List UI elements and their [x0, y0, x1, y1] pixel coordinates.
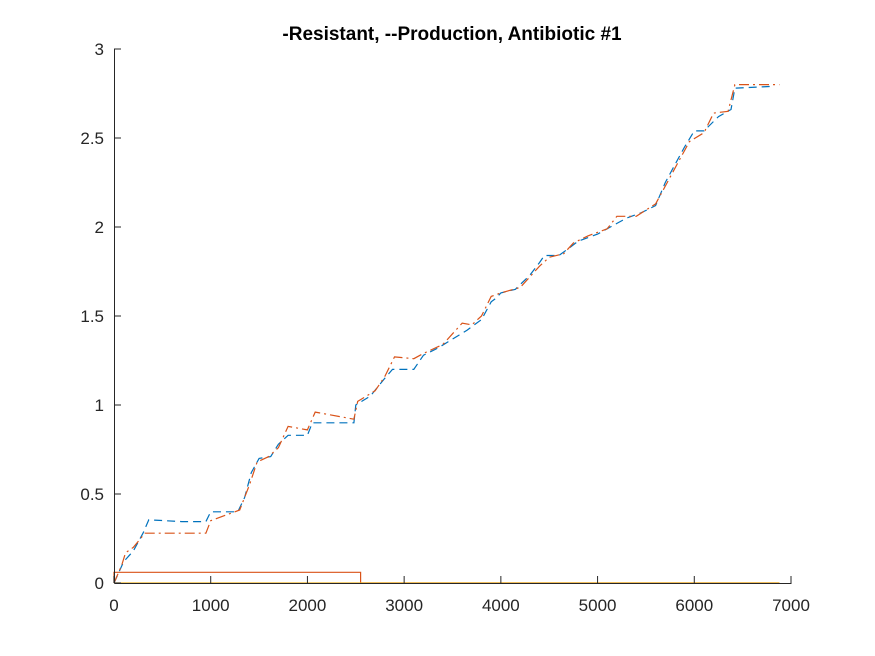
series-line-1	[113, 85, 772, 584]
y-axis-ticks: 0 0.5 1 1.5 2 2.5 3	[80, 40, 121, 593]
x-tick-label: 1000	[192, 596, 230, 615]
x-tick-label: 2000	[289, 596, 327, 615]
x-tick-label: 7000	[772, 596, 810, 615]
plot-series-group	[113, 84, 780, 584]
y-tick-label: 2	[95, 218, 104, 237]
x-tick-label: 3000	[385, 596, 423, 615]
x-tick-label: 5000	[579, 596, 617, 615]
x-tick-label: 4000	[482, 596, 520, 615]
x-tick-label: 0	[109, 596, 118, 615]
series-line-2	[113, 84, 780, 584]
x-tick-label: 6000	[675, 596, 713, 615]
y-tick-label: 0	[95, 574, 104, 593]
chart-title: -Resistant, --Production, Antibiotic #1	[282, 24, 622, 45]
x-axis-ticks: 0 1000 2000 3000 4000 5000 6000 7000	[109, 576, 810, 615]
y-tick-label: 3	[95, 40, 104, 59]
y-tick-label: 1	[95, 396, 104, 415]
y-tick-label: 1.5	[80, 307, 104, 326]
y-tick-label: 0.5	[80, 485, 104, 504]
y-tick-label: 2.5	[80, 129, 104, 148]
series-line-3	[113, 571, 780, 584]
